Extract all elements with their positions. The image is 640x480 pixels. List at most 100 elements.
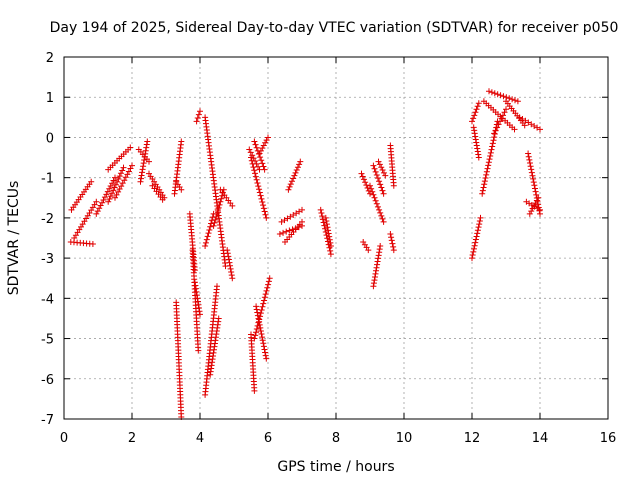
data-point bbox=[373, 264, 380, 271]
data-point bbox=[374, 261, 381, 268]
data-point bbox=[194, 115, 201, 122]
data-point bbox=[256, 318, 263, 325]
plot-frame bbox=[63, 56, 609, 420]
data-point bbox=[253, 306, 260, 313]
data-point bbox=[192, 282, 199, 289]
data-point bbox=[474, 227, 481, 234]
data-point bbox=[537, 206, 543, 213]
data-point bbox=[470, 245, 477, 252]
data-point bbox=[127, 144, 134, 151]
data-point bbox=[471, 127, 478, 134]
data-point bbox=[96, 205, 103, 212]
data-point bbox=[375, 252, 382, 259]
data-point bbox=[375, 255, 382, 262]
data-point bbox=[530, 179, 537, 186]
data-point bbox=[117, 170, 124, 177]
data-point bbox=[490, 137, 497, 144]
data-point bbox=[262, 211, 269, 218]
data-point bbox=[511, 126, 518, 133]
data-point bbox=[299, 206, 305, 213]
data-point bbox=[529, 172, 536, 179]
data-point bbox=[473, 233, 480, 240]
data-point bbox=[191, 279, 198, 286]
data-point bbox=[486, 156, 493, 163]
data-point bbox=[261, 297, 268, 304]
data-point bbox=[112, 181, 119, 188]
data-point bbox=[129, 162, 135, 169]
data-point bbox=[265, 278, 272, 285]
data-point bbox=[285, 186, 292, 193]
data-point bbox=[264, 284, 271, 291]
data-point bbox=[480, 184, 487, 191]
data-point bbox=[390, 247, 397, 254]
y-tick-label: -7 bbox=[41, 413, 54, 428]
data-point bbox=[217, 198, 224, 205]
data-point bbox=[114, 178, 121, 185]
data-point bbox=[379, 215, 386, 222]
data-point bbox=[358, 170, 365, 177]
data-point bbox=[194, 298, 201, 305]
data-point bbox=[371, 273, 378, 280]
data-point bbox=[369, 188, 376, 195]
data-point bbox=[254, 179, 261, 186]
data-point bbox=[140, 163, 147, 170]
data-point bbox=[376, 246, 383, 253]
data-point bbox=[484, 165, 491, 172]
data-point bbox=[475, 154, 482, 161]
x-tick-label: 8 bbox=[332, 431, 340, 446]
data-point bbox=[377, 243, 384, 250]
data-point bbox=[202, 239, 209, 246]
data-point bbox=[371, 165, 378, 172]
x-tick-label: 2 bbox=[128, 431, 136, 446]
data-point bbox=[142, 147, 149, 154]
data-point bbox=[531, 202, 538, 209]
data-point bbox=[256, 186, 263, 193]
data-point bbox=[206, 226, 213, 233]
data-point bbox=[380, 218, 387, 225]
data-point bbox=[197, 311, 203, 318]
data-point bbox=[372, 270, 379, 277]
data-point bbox=[120, 164, 127, 171]
data-point bbox=[260, 163, 267, 170]
data-point bbox=[195, 111, 202, 118]
data-point bbox=[288, 178, 295, 185]
data-point bbox=[261, 166, 268, 173]
data-point bbox=[535, 201, 542, 208]
data-point bbox=[261, 346, 268, 353]
data-point bbox=[107, 183, 114, 190]
data-point bbox=[500, 112, 507, 119]
data-point bbox=[469, 118, 475, 125]
data-point bbox=[474, 148, 481, 155]
data-point bbox=[227, 262, 234, 269]
data-point bbox=[262, 352, 269, 359]
data-point bbox=[262, 291, 269, 298]
data-point bbox=[259, 337, 266, 344]
data-point bbox=[194, 295, 201, 302]
data-point bbox=[367, 182, 373, 189]
data-point bbox=[258, 306, 265, 313]
data-point bbox=[495, 121, 502, 128]
data-point bbox=[227, 265, 234, 272]
data-point bbox=[195, 301, 202, 308]
data-point bbox=[470, 115, 477, 122]
data-point bbox=[226, 259, 233, 266]
data-point bbox=[531, 185, 538, 192]
data-point bbox=[472, 133, 479, 140]
data-point bbox=[252, 332, 259, 339]
data-point bbox=[257, 192, 264, 199]
data-point bbox=[263, 287, 270, 294]
data-point bbox=[372, 168, 379, 175]
data-point bbox=[105, 198, 112, 205]
data-point bbox=[109, 190, 116, 197]
data-point bbox=[263, 355, 270, 362]
data-point bbox=[254, 312, 261, 319]
data-point bbox=[486, 88, 492, 95]
data-point bbox=[260, 300, 267, 307]
data-point bbox=[257, 327, 264, 334]
data-point bbox=[228, 272, 235, 279]
data-point bbox=[286, 183, 293, 190]
data-point bbox=[101, 194, 108, 201]
data-point bbox=[472, 236, 479, 243]
data-point bbox=[323, 218, 330, 225]
